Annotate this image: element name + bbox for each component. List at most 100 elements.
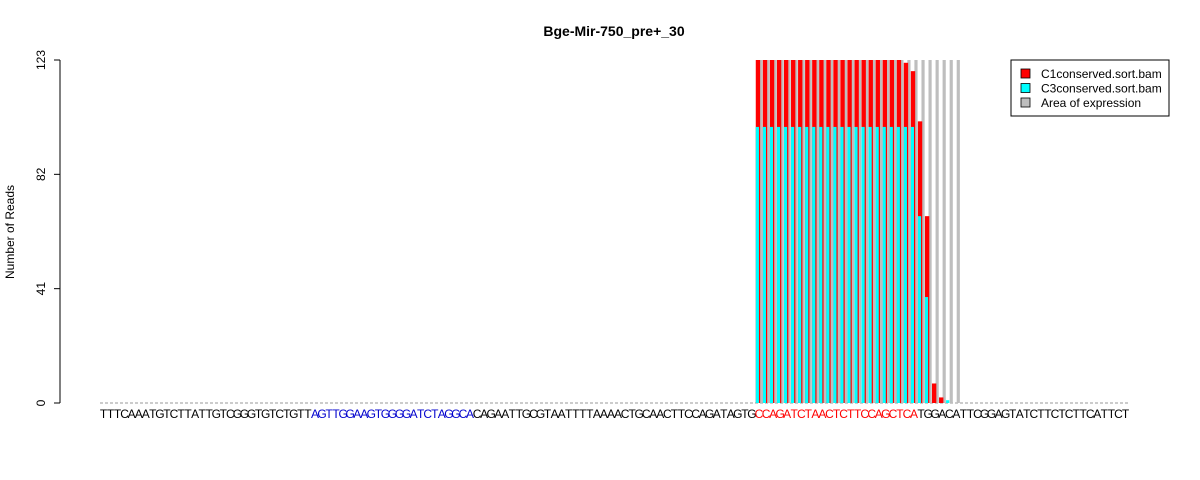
area-bar — [815, 60, 819, 403]
area-bar — [822, 60, 826, 403]
legend-swatch — [1020, 83, 1031, 93]
sequence-base: A — [783, 407, 791, 421]
area-bar — [829, 60, 833, 403]
sequence-base: T — [671, 407, 679, 421]
sequence-base: A — [558, 407, 566, 421]
sequence-base: T — [100, 407, 108, 421]
sequence-base: A — [438, 407, 446, 421]
chart-title: Bge-Mir-750_pre+_30 — [543, 23, 684, 39]
sequence-base: A — [995, 407, 1003, 421]
sequence-base: T — [177, 407, 185, 421]
sequence-base: T — [917, 407, 925, 421]
sequence-base: T — [1009, 407, 1017, 421]
sequence-base: T — [896, 407, 904, 421]
sequence-base: T — [325, 407, 333, 421]
bar-C3conserved.sort.bam — [791, 126, 795, 404]
sequence-base: A — [191, 407, 199, 421]
sequence-base: C — [973, 407, 982, 421]
bar-C3conserved.sort.bam — [875, 126, 879, 404]
bar-C1conserved.sort.bam — [931, 383, 937, 403]
sequence-base: T — [149, 407, 157, 421]
area-bar — [865, 60, 869, 403]
sequence-base: G — [522, 407, 531, 421]
sequence-base: T — [678, 407, 686, 421]
area-bar — [921, 60, 925, 403]
sequence-base: T — [375, 407, 383, 421]
bar-C3conserved.sort.bam — [896, 126, 900, 404]
sequence-base: G — [289, 407, 298, 421]
sequence-base: G — [338, 407, 347, 421]
sequence-base: A — [1093, 407, 1101, 421]
sequence-base: T — [283, 407, 291, 421]
sequence-base: A — [135, 407, 143, 421]
area-bar — [766, 60, 770, 403]
area-bar — [956, 60, 960, 403]
legend-label: C3conserved.sort.bam — [1041, 82, 1162, 96]
bar-C3conserved.sort.bam — [903, 126, 907, 404]
sequence-base: C — [839, 407, 848, 421]
sequence-base: G — [980, 407, 989, 421]
sequence-base: C — [423, 407, 432, 421]
bar-C3conserved.sort.bam — [840, 126, 844, 404]
sequence-base: G — [212, 407, 221, 421]
sequence-base: A — [360, 407, 368, 421]
sequence-base: G — [233, 407, 242, 421]
bar-C3conserved.sort.bam — [882, 126, 886, 404]
area-bar — [858, 60, 862, 403]
area-bar — [794, 60, 798, 403]
area-bar — [907, 60, 911, 403]
sequence-base: C — [275, 407, 284, 421]
sequence-base: G — [247, 407, 256, 421]
sequence-base: T — [417, 407, 425, 421]
sequence-base: A — [501, 407, 509, 421]
sequence-base: T — [579, 407, 587, 421]
sequence-base: C — [170, 407, 179, 421]
sequence-base: A — [818, 407, 826, 421]
sequence-base: T — [544, 407, 552, 421]
sequence-base: C — [755, 407, 764, 421]
sequence-base: C — [1030, 407, 1039, 421]
sequence-base: G — [395, 407, 404, 421]
area-bar — [808, 60, 812, 403]
sequence-base: T — [1037, 407, 1045, 421]
sequence-base: A — [311, 407, 319, 421]
sequence-base: T — [741, 407, 749, 421]
area-bar — [787, 60, 791, 403]
sequence-base: A — [699, 407, 707, 421]
sequence-base: T — [255, 407, 263, 421]
bar-C1conserved.sort.bam — [939, 397, 944, 403]
sequence-base: T — [847, 407, 855, 421]
sequence-base: T — [1058, 407, 1066, 421]
sequence-base: C — [691, 407, 700, 421]
bar-C3conserved.sort.bam — [798, 126, 802, 404]
sequence-base: G — [705, 407, 714, 421]
area-bar — [935, 60, 939, 403]
sequence-base: C — [1065, 407, 1074, 421]
sequence-base: G — [261, 407, 270, 421]
bar-C3conserved.sort.bam — [769, 126, 774, 404]
area-bar — [893, 60, 897, 403]
area-bar — [780, 60, 784, 403]
area-bar — [949, 60, 953, 403]
sequence-base: C — [642, 407, 651, 421]
sequence-base: C — [473, 407, 482, 421]
sequence-base: G — [733, 407, 742, 421]
sequence-base: A — [769, 407, 777, 421]
bar-C3conserved.sort.bam — [762, 126, 766, 404]
sequence-base: T — [114, 407, 122, 421]
legend-swatch — [1020, 68, 1031, 79]
sequence-base: A — [480, 407, 488, 421]
sequence-base: T — [107, 407, 115, 421]
sequence-base: C — [120, 407, 129, 421]
sequence-base: G — [451, 407, 460, 421]
sequence-base: C — [684, 407, 693, 421]
sequence-base: T — [565, 407, 573, 421]
area-bar — [836, 60, 841, 403]
sequence-base: G — [346, 407, 355, 421]
sequence-base: C — [621, 407, 630, 421]
sequence-base: C — [459, 407, 468, 421]
sequence-base: A — [614, 407, 622, 421]
sequence-base: A — [410, 407, 418, 421]
